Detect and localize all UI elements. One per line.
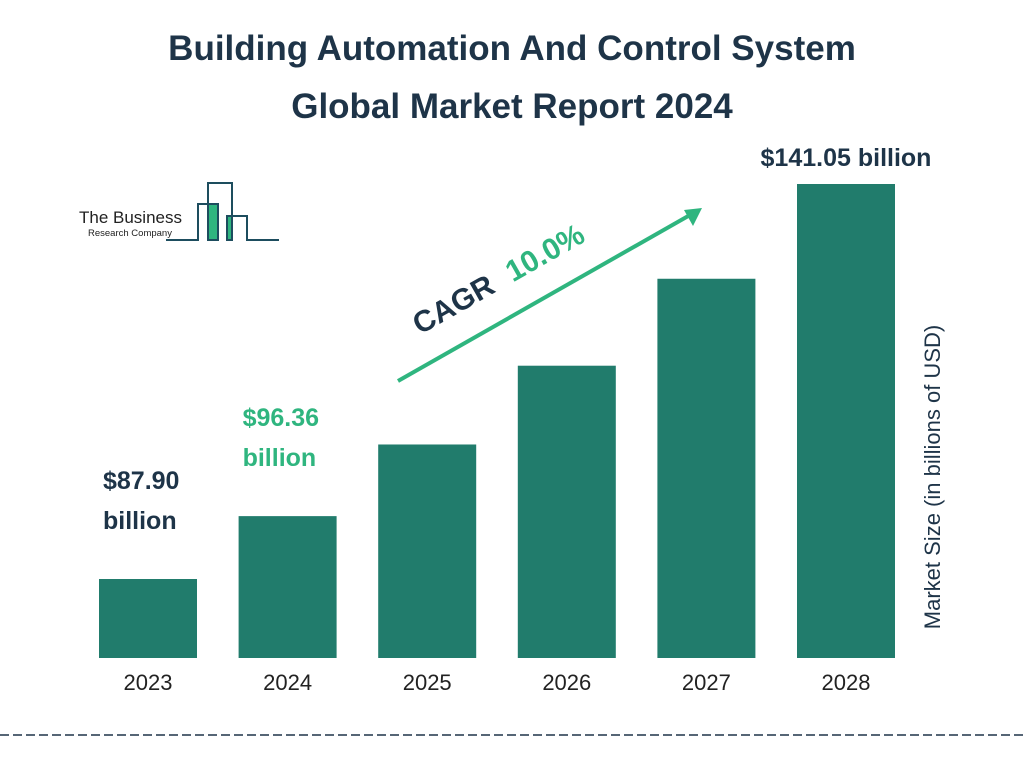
logo-building-outline [166, 182, 279, 241]
data-label-2028: $141.05 billion [761, 144, 932, 172]
x-tick-label: 2024 [263, 670, 312, 695]
bar-2025 [378, 444, 477, 658]
x-tick-label: 2025 [403, 670, 452, 695]
data-label-2024: $96.36 billion [243, 404, 319, 472]
bar-2026 [517, 365, 616, 658]
bar-2027 [657, 278, 756, 658]
x-tick-labels: 2023 2024 2025 2026 2027 2028 [124, 670, 871, 695]
y-axis-label: Market Size (in billions of USD) [920, 325, 945, 629]
arrow-head-icon [684, 208, 702, 226]
bar-2028 [797, 184, 895, 658]
x-tick-label: 2023 [124, 670, 173, 695]
x-tick-label: 2027 [682, 670, 731, 695]
logo-bar [209, 204, 218, 240]
bar-2023 [99, 579, 197, 658]
cagr-annotation: CAGR 10.0% [397, 208, 702, 383]
cagr-arrow-line [397, 213, 691, 383]
data-label-2023: $87.90 billion [103, 467, 179, 535]
x-tick-label: 2026 [542, 670, 591, 695]
x-tick-label: 2028 [822, 670, 871, 695]
data-labels: $87.90 billion $96.36 billion $141.05 billio… [103, 144, 931, 535]
bars [99, 184, 895, 658]
logo-bar [227, 216, 232, 240]
logo-line-1: The Business [79, 208, 182, 227]
logo-line-2: Research Company [88, 228, 172, 239]
bar-2024 [238, 516, 337, 658]
company-logo: The Business Research Company [79, 182, 279, 241]
chart-title-line-1: Building Automation And Control System [168, 29, 856, 68]
chart-title-line-2: Global Market Report 2024 [291, 87, 733, 126]
